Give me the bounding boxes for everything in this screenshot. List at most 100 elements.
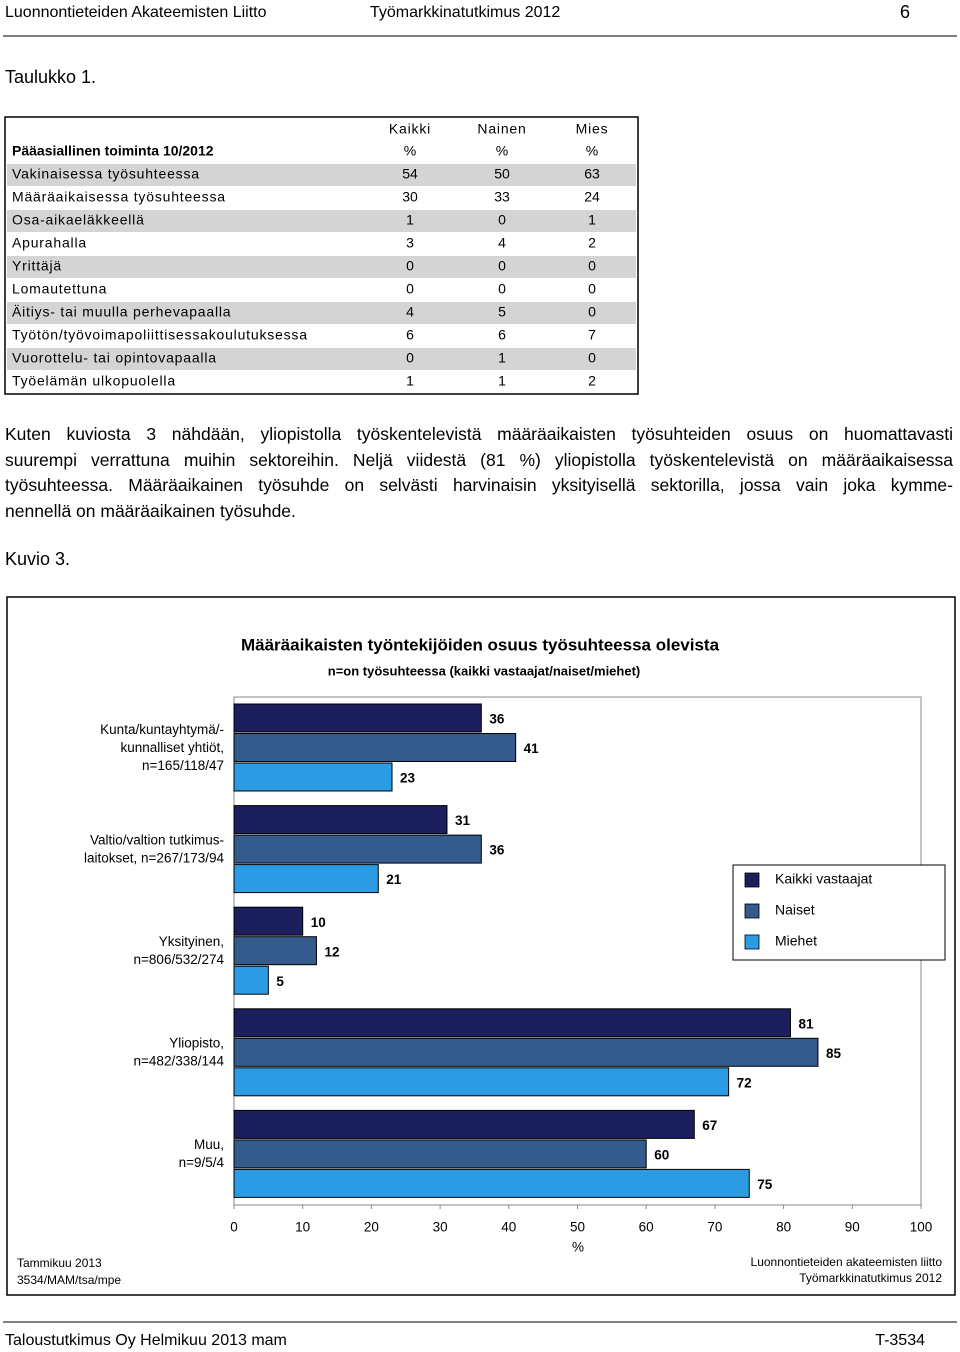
cell: 63	[584, 166, 600, 182]
row-label: Työelämän ulkopuolella	[12, 373, 176, 389]
chart-frame	[6, 596, 956, 1296]
cell: 0	[406, 281, 414, 297]
row-label: Apurahalla	[12, 235, 87, 251]
value-label: 41	[524, 741, 540, 756]
cell: 0	[498, 258, 506, 274]
x-axis-label: %	[572, 1240, 584, 1255]
row-label: Työtön/työvoimapoliittisessakoulutuksess…	[12, 327, 308, 343]
cell: 33	[494, 189, 510, 205]
row-band	[7, 210, 636, 232]
category-label: Kunta/kuntayhtymä/-kunnalliset yhtiöt, n=…	[100, 721, 224, 772]
cell: 1	[406, 373, 414, 389]
source-left: Tammikuu 2013	[17, 1256, 102, 1270]
row-label: Yrittäjä	[12, 258, 62, 274]
row-band	[7, 256, 636, 278]
cell: 7	[588, 327, 596, 343]
x-tick-label: 30	[433, 1220, 448, 1235]
legend-swatch	[744, 903, 760, 919]
x-tick-label: 10	[295, 1220, 310, 1235]
category-label: Muu, n=9/5/4	[179, 1137, 225, 1170]
row-header-unit: %	[496, 143, 508, 159]
bar	[233, 805, 448, 835]
x-tick-label: 40	[501, 1220, 516, 1235]
value-label: 23	[400, 771, 416, 786]
footer-left: Taloustutkimus Oy Helmikuu 2013 mam	[5, 1332, 287, 1349]
cell: 6	[498, 327, 506, 343]
cell: 1	[588, 212, 596, 228]
x-tick-label: 90	[845, 1220, 860, 1235]
legend-label: Kaikki vastaajat	[775, 871, 872, 887]
row-label: Vakinaisessa työsuhteessa	[12, 166, 200, 182]
cell: 24	[584, 189, 600, 205]
x-tick-label: 70	[707, 1220, 722, 1235]
bar	[233, 1109, 695, 1139]
legend-label: Naiset	[775, 902, 815, 918]
value-label: 60	[654, 1147, 669, 1162]
column-header: Mies	[576, 121, 609, 137]
cell: 54	[402, 166, 418, 182]
row-label: Äitiys- tai muulla perhevapaalla	[12, 304, 231, 320]
source-right: Työmarkkinatutkimus 2012	[799, 1271, 942, 1285]
cell: 30	[402, 189, 418, 205]
value-label: 36	[489, 843, 505, 858]
value-label: 81	[798, 1016, 814, 1031]
bar	[233, 906, 304, 936]
cell: 50	[494, 166, 510, 182]
cell: 0	[588, 350, 596, 366]
x-tick-label: 60	[639, 1220, 654, 1235]
figure-caption: Kuvio 3.	[5, 549, 70, 569]
cell: 0	[498, 212, 506, 228]
paragraph-line: nennellä on määräaikainen työsuhde.	[5, 500, 296, 521]
value-label: 10	[311, 915, 326, 930]
header-survey: Työmarkkinatutkimus 2012	[370, 4, 560, 21]
header-organization: Luonnontieteiden Akateemisten Liitto	[5, 4, 267, 21]
cell: 0	[406, 350, 414, 366]
paragraph-line: suurempi verrattuna muihin sektoreihin. …	[5, 449, 953, 470]
x-tick-label: 100	[910, 1220, 933, 1235]
cell: 5	[498, 304, 506, 320]
cell: 0	[498, 281, 506, 297]
category-label: Yliopisto, n=482/338/144	[134, 1035, 225, 1068]
value-label: 75	[757, 1177, 773, 1192]
value-label: 12	[324, 944, 339, 959]
bar	[233, 733, 517, 762]
x-tick-label: 0	[230, 1220, 238, 1235]
bar	[233, 965, 269, 995]
page-number: 6	[900, 2, 910, 22]
row-header-label: Pääasiallinen toiminta 10/2012	[12, 143, 214, 159]
column-header: Kaikki	[389, 121, 431, 137]
cell: 6	[406, 327, 414, 343]
source-left: 3534/MAM/tsa/mpe	[17, 1273, 121, 1287]
row-label: Vuorottelu- tai opintovapaalla	[12, 350, 217, 366]
chart-title: Määräaikaisten työntekijöiden osuus työs…	[241, 635, 720, 654]
source-right: Luonnontieteiden akateemisten liitto	[751, 1255, 943, 1269]
bar	[233, 703, 482, 733]
value-label: 85	[826, 1046, 842, 1061]
cell: 0	[588, 281, 596, 297]
cell: 3	[406, 235, 414, 251]
cell: 4	[498, 235, 506, 251]
legend-frame	[732, 864, 946, 961]
cell: 2	[588, 373, 596, 389]
value-label: 31	[455, 813, 471, 828]
value-label: 36	[489, 712, 505, 727]
bar	[233, 762, 393, 792]
row-label: Määräaikaisessa työsuhteessa	[12, 189, 226, 205]
cell: 4	[406, 304, 414, 320]
bar	[233, 1008, 791, 1038]
cell: 0	[406, 258, 414, 274]
x-tick-label: 50	[570, 1220, 585, 1235]
footer-right: T-3534	[875, 1332, 925, 1349]
cell: 2	[588, 235, 596, 251]
bar	[233, 1139, 647, 1169]
bar	[233, 1168, 750, 1198]
category-label: Valtio/valtion tutkimus-laitokset, n=267…	[84, 832, 224, 865]
bar	[233, 936, 317, 966]
row-header-unit: %	[404, 143, 416, 159]
table-caption: Taulukko 1.	[5, 67, 96, 87]
value-label: 67	[702, 1118, 717, 1133]
row-label: Osa-aikaeläkkeellä	[12, 212, 145, 228]
cell: 1	[406, 212, 414, 228]
legend-swatch	[744, 872, 760, 888]
